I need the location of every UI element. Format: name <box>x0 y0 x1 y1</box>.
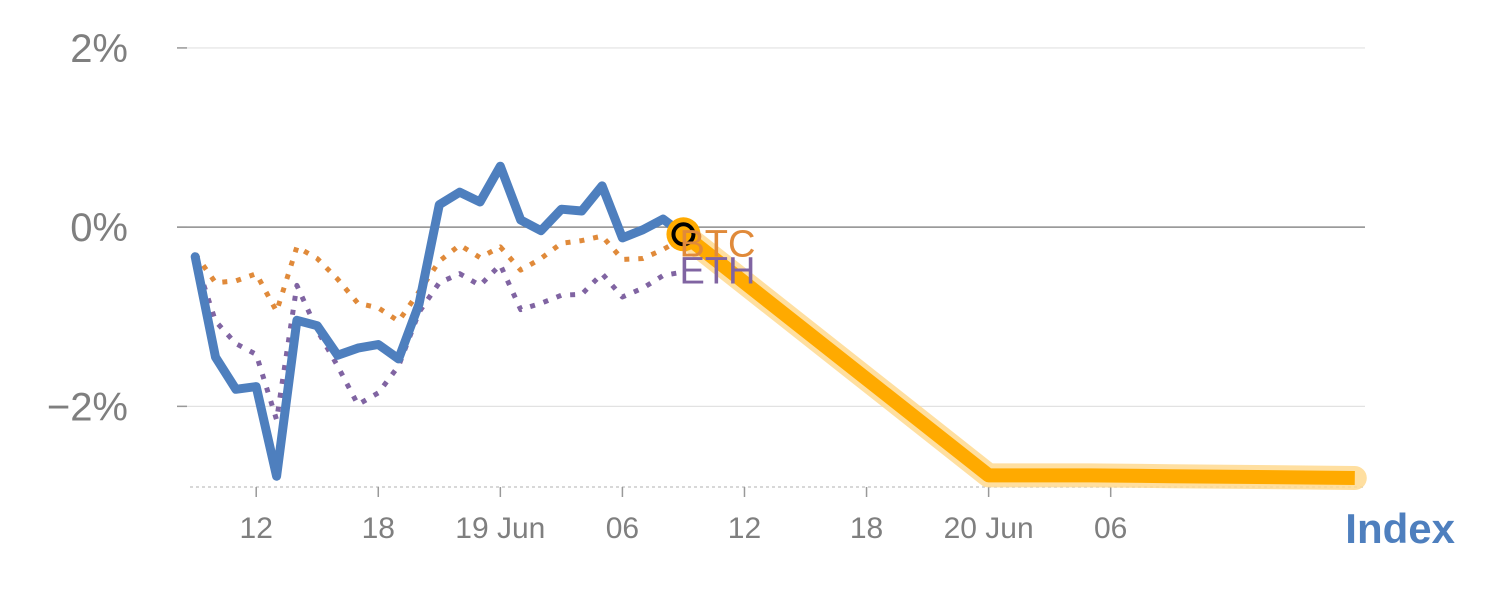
y-tick-label: 0% <box>70 206 128 250</box>
x-tick-label: 20 Jun <box>944 512 1034 545</box>
x-tick-label: 12 <box>240 512 273 545</box>
grid <box>177 47 1365 407</box>
y-tick-label: 2% <box>70 27 128 71</box>
markers <box>666 217 701 252</box>
x-tick-label: 12 <box>728 512 761 545</box>
projection-halo <box>671 222 1367 490</box>
x-tick-label: 18 <box>362 512 395 545</box>
x-tick-label: 06 <box>1094 512 1127 545</box>
btc-end-label: BTC <box>679 223 755 265</box>
eth-end-label: ETH <box>679 250 755 292</box>
x-tick-label: 19 Jun <box>455 512 545 545</box>
projection-line <box>679 228 1355 485</box>
x-tick-label: 18 <box>850 512 883 545</box>
series <box>190 161 1367 490</box>
current-value-marker <box>671 222 696 247</box>
index-series-line <box>190 161 688 481</box>
axes: 2% 0% −2% 12 18 19 Jun 06 12 18 20 Jun 06 <box>47 27 1365 545</box>
eth-series-line <box>192 257 684 423</box>
x-tick-label: 06 <box>606 512 639 545</box>
legend-label: Index <box>1345 505 1455 552</box>
btc-series-line <box>193 233 685 324</box>
current-value-marker-halo <box>666 217 701 252</box>
y-tick-label: −2% <box>47 385 128 429</box>
